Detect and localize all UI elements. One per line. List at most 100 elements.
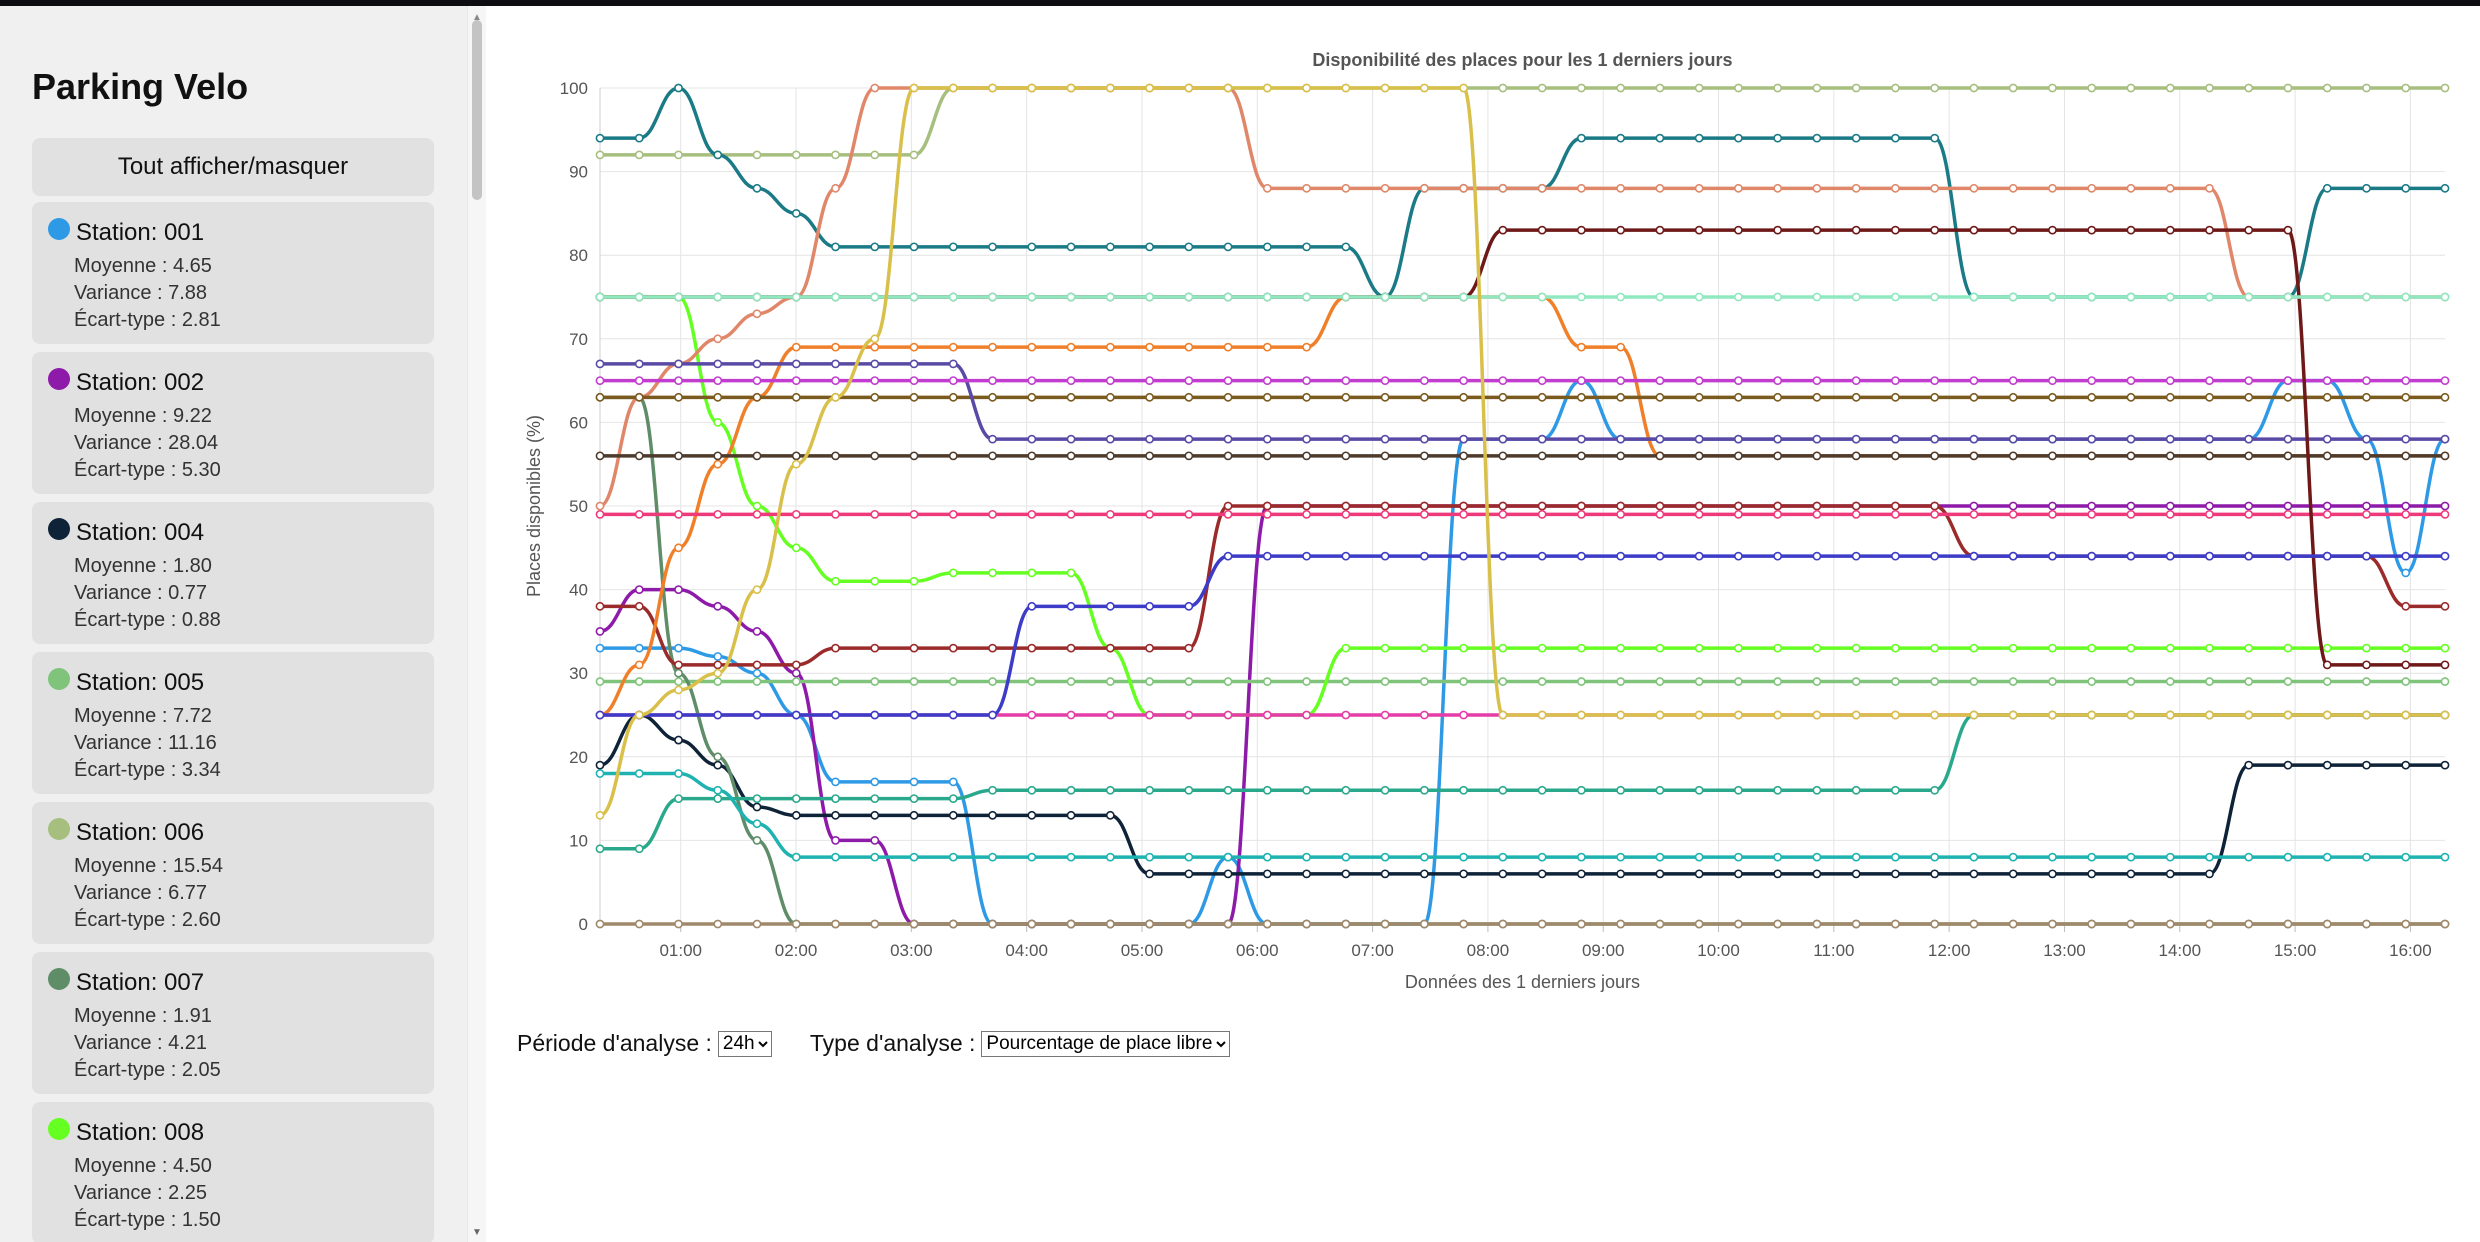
data-point	[2165, 919, 2175, 929]
data-point	[831, 242, 840, 252]
data-point	[1105, 292, 1115, 302]
series-line	[600, 362, 2445, 441]
data-point	[1066, 919, 1076, 929]
data-point	[831, 576, 840, 586]
data-point	[713, 785, 723, 795]
data-point	[909, 852, 919, 862]
data-point	[909, 392, 919, 402]
data-point	[2440, 392, 2450, 402]
data-point	[1184, 869, 1194, 879]
data-point	[2401, 852, 2411, 862]
data-point	[1969, 509, 1979, 519]
station-card[interactable]: Station: 006 Moyenne : 15.54 Variance : 6.…	[32, 802, 434, 944]
data-point	[1341, 509, 1351, 519]
data-point	[791, 710, 801, 720]
station-card[interactable]: Station: 007 Moyenne : 1.91 Variance : 4.2…	[32, 952, 434, 1094]
data-point	[1302, 392, 1311, 402]
data-point	[674, 685, 683, 695]
data-point	[752, 451, 762, 461]
data-point	[791, 677, 801, 686]
data-point	[1066, 568, 1076, 578]
data-point	[2126, 292, 2136, 302]
data-point	[1537, 852, 1547, 862]
data-point	[2048, 501, 2057, 511]
data-point	[1341, 785, 1351, 795]
data-point	[1302, 83, 1311, 93]
data-point	[909, 576, 919, 586]
data-point	[791, 660, 801, 670]
data-point	[674, 543, 683, 553]
station-card[interactable]: Station: 008 Moyenne : 4.50 Variance : 2.2…	[32, 1102, 434, 1242]
data-point	[1851, 551, 1861, 561]
data-point	[1105, 810, 1115, 820]
data-point	[1851, 677, 1861, 686]
scroll-up-arrow-icon[interactable]: ▲	[472, 12, 482, 23]
station-mean: Moyenne : 9.22	[74, 405, 212, 427]
data-point	[1773, 451, 1783, 461]
series-group	[595, 677, 2450, 686]
data-point	[1734, 677, 1743, 686]
station-card[interactable]: Station: 002 Moyenne : 9.22 Variance : 28.…	[32, 352, 434, 494]
data-point	[2126, 710, 2136, 720]
series-group	[595, 292, 2450, 302]
data-point	[1380, 785, 1390, 795]
data-point	[1066, 643, 1076, 653]
data-point	[2008, 292, 2018, 302]
sidebar-scrollbar[interactable]: ▲ ▼	[467, 6, 486, 1242]
data-point	[1655, 376, 1665, 385]
data-point	[2401, 501, 2411, 511]
toggle-all-button[interactable]: Tout afficher/masquer	[32, 138, 434, 196]
data-point	[2401, 660, 2411, 670]
data-point	[1223, 501, 1233, 511]
data-point	[1969, 852, 1979, 862]
y-axis-label: Places disponibles (%)	[524, 415, 544, 597]
data-point	[1459, 710, 1469, 720]
data-point	[1930, 509, 1940, 519]
data-point	[1773, 392, 1783, 402]
data-point	[1891, 392, 1900, 402]
data-point	[870, 83, 880, 93]
data-point	[1066, 601, 1076, 611]
data-point	[1616, 509, 1626, 519]
data-point	[1184, 785, 1194, 795]
data-point	[791, 459, 801, 469]
data-point	[1616, 451, 1626, 461]
data-point	[1302, 852, 1311, 862]
data-point	[2205, 183, 2214, 193]
data-point	[2322, 760, 2332, 770]
station-card[interactable]: Station: 001 Moyenne : 4.65 Variance : 7.8…	[32, 202, 434, 344]
data-point	[1694, 919, 1704, 929]
station-mean: Moyenne : 4.65	[74, 255, 212, 277]
data-point	[1694, 852, 1704, 862]
data-point	[2244, 451, 2254, 461]
data-point	[2165, 677, 2175, 686]
data-point	[713, 334, 723, 344]
data-point	[2322, 434, 2332, 444]
data-point	[1302, 242, 1311, 252]
type-select[interactable]: Pourcentage de place libre	[981, 1030, 1231, 1057]
data-point	[1891, 292, 1900, 302]
data-point	[1027, 342, 1037, 352]
data-point	[2087, 710, 2097, 720]
period-select[interactable]: 24h	[717, 1030, 772, 1057]
data-point	[1537, 501, 1547, 511]
data-point	[988, 292, 997, 302]
data-point	[909, 292, 919, 302]
station-card[interactable]: Station: 004 Moyenne : 1.80 Variance : 0.7…	[32, 502, 434, 644]
data-point	[1223, 551, 1233, 561]
data-point	[1419, 509, 1429, 519]
data-point	[1027, 376, 1037, 385]
data-point	[1773, 292, 1783, 302]
station-card[interactable]: Station: 005 Moyenne : 7.72 Variance : 11.…	[32, 652, 434, 794]
data-point	[1616, 183, 1626, 193]
data-point	[1773, 551, 1783, 561]
scroll-down-arrow-icon[interactable]: ▼	[472, 1227, 482, 1238]
data-point	[1655, 451, 1665, 461]
data-point	[1105, 83, 1115, 93]
scroll-thumb[interactable]	[472, 20, 482, 200]
data-point	[1694, 183, 1704, 193]
data-point	[1380, 677, 1390, 686]
data-point	[674, 392, 683, 402]
data-point	[1851, 509, 1861, 519]
window-top-bar	[0, 0, 2480, 6]
